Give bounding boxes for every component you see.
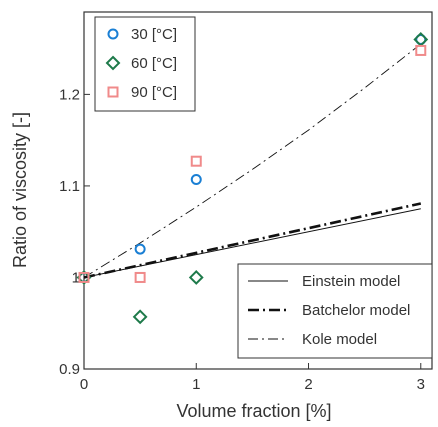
- x-tick-label: 1: [192, 376, 200, 393]
- model-line-2: [83, 43, 422, 278]
- legend-label-1: 60 [°C]: [131, 55, 177, 72]
- legend-label-0: 30 [°C]: [131, 26, 177, 43]
- legend-line-label-2: Kole model: [302, 331, 377, 348]
- data-point-series-0: [134, 243, 146, 255]
- model-line-1: [83, 202, 422, 279]
- legend-marker-0: [107, 28, 119, 40]
- y-tick-label: 1.2: [59, 86, 80, 103]
- legend-marker-1: [105, 55, 121, 71]
- legend-line-label-0: Einstein model: [302, 273, 400, 290]
- data-point-series-2: [190, 155, 202, 167]
- data-point-series-1: [188, 270, 204, 285]
- legend-label-2: 90 [°C]: [131, 84, 177, 101]
- y-tick-label: 0.9: [59, 361, 80, 378]
- legend-markers-box: [94, 16, 196, 112]
- y-axis-title: Ratio of viscosity [-]: [10, 112, 30, 268]
- data-point-series-2: [134, 271, 146, 283]
- legend-marker-2: [107, 86, 119, 98]
- legend-line-label-1: Batchelor model: [302, 302, 410, 319]
- data-point-series-0: [415, 33, 427, 45]
- data-point-series-2: [78, 271, 90, 283]
- tick-labels: 0 1 2 3 0.9 1 1.1 1.2: [59, 86, 425, 393]
- x-tick-label: 0: [80, 376, 88, 393]
- tick-marks: [83, 93, 422, 370]
- x-axis-title: Volume fraction [%]: [176, 401, 331, 421]
- data-markers: [76, 32, 429, 325]
- data-point-series-0: [190, 174, 202, 186]
- plot-frame: [83, 11, 433, 370]
- y-tick-label: 1: [72, 269, 80, 286]
- legend-lines: Einstein model Batchelor model Kole model: [237, 263, 433, 359]
- y-tick-label: 1.1: [59, 178, 80, 195]
- data-point-series-1: [132, 309, 148, 325]
- legend-markers: 30 [°C] 60 [°C] 90 [°C]: [94, 16, 196, 112]
- model-lines: [83, 43, 422, 279]
- x-tick-label: 3: [417, 376, 425, 393]
- legend-lines-box: [237, 263, 433, 359]
- x-tick-label: 2: [304, 376, 312, 393]
- data-point-series-2: [415, 44, 427, 56]
